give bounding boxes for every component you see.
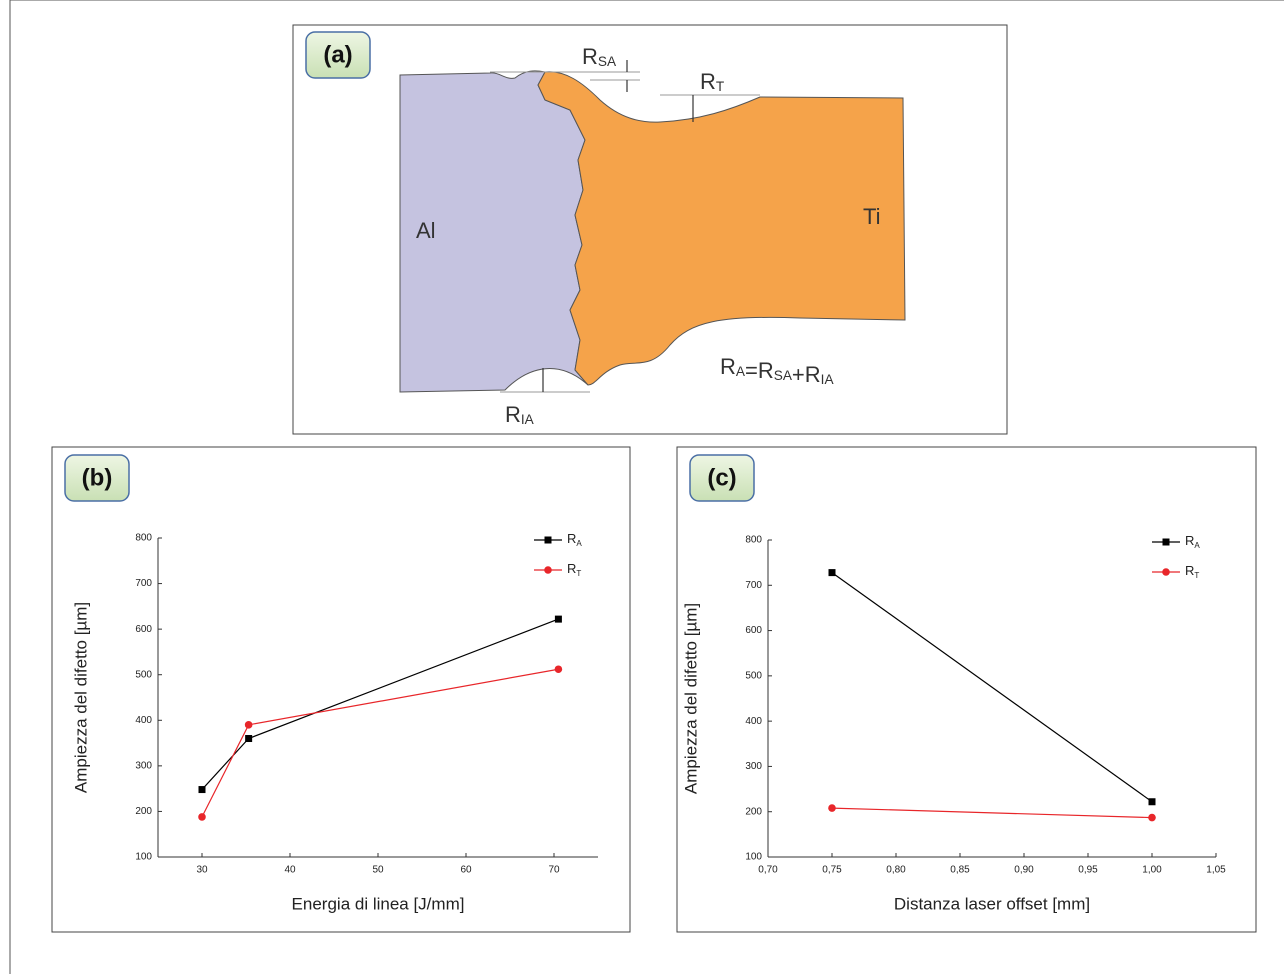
y-tick-label: 200	[135, 806, 152, 817]
rsa-label: RSA	[582, 44, 617, 69]
y-tick-label: 700	[745, 580, 762, 591]
ti-region	[537, 71, 906, 386]
legend-label: RT	[1185, 563, 1199, 580]
y-tick-label: 400	[135, 715, 152, 726]
data-point	[1148, 813, 1156, 822]
y-tick-label: 500	[135, 669, 152, 680]
rt-label: RT	[700, 69, 725, 94]
y-axis-title: Ampiezza del difetto [µm]	[681, 603, 700, 794]
y-tick-label: 300	[745, 761, 762, 772]
y-tick-label: 600	[745, 625, 762, 636]
ria-label: RIA	[505, 402, 535, 427]
series-line	[831, 572, 1153, 803]
y-tick-label: 100	[745, 852, 762, 863]
x-axis-title: Distanza laser offset [mm]	[894, 894, 1090, 913]
panel-label: (c)	[707, 464, 736, 491]
panel-box	[51, 446, 631, 933]
y-tick-label: 600	[135, 624, 152, 635]
dimension-arrows	[542, 60, 694, 392]
x-tick-label: 0,75	[822, 865, 842, 876]
x-tick-label: 0,95	[1078, 865, 1098, 876]
y-tick-label: 100	[135, 852, 152, 863]
x-tick-label: 1,00	[1142, 865, 1162, 876]
x-tick-label: 70	[548, 865, 560, 876]
panel-badge	[64, 454, 130, 502]
legend-label: RA	[1185, 533, 1200, 550]
x-tick-label: 0,90	[1014, 865, 1034, 876]
series-line	[831, 807, 1153, 819]
frame	[9, 0, 1284, 974]
ti-label: Ti	[863, 204, 881, 229]
data-point	[828, 804, 836, 812]
legend-label: RA	[567, 531, 582, 548]
data-point	[198, 813, 206, 821]
x-tick-label: 1,05	[1206, 865, 1226, 876]
x-tick-label: 30	[196, 865, 208, 876]
data-point	[554, 665, 563, 674]
al-label: Al	[416, 218, 436, 243]
y-tick-label: 400	[745, 716, 762, 727]
x-tick-label: 0,70	[758, 865, 778, 876]
legend-label: RT	[567, 561, 581, 578]
data-point	[244, 721, 253, 729]
dimension-lines	[490, 71, 760, 393]
y-axis-title: Ampiezza del difetto [µm]	[71, 602, 90, 793]
panel-label: (a)	[323, 41, 352, 68]
legend-marker	[1162, 538, 1170, 546]
x-tick-label: 40	[284, 865, 296, 876]
panel-badge	[689, 454, 755, 502]
y-tick-label: 200	[745, 806, 762, 817]
panel-label: (b)	[82, 464, 113, 491]
legend-marker	[1162, 568, 1170, 576]
y-tick-label: 700	[135, 578, 152, 589]
data-point	[1148, 798, 1156, 806]
legend-marker	[544, 536, 552, 544]
y-tick-label: 800	[745, 535, 762, 546]
x-tick-label: 0,80	[886, 865, 906, 876]
y-tick-label: 800	[135, 533, 152, 544]
legend-marker	[544, 566, 552, 574]
x-tick-label: 60	[460, 865, 472, 876]
y-tick-label: 300	[135, 760, 152, 771]
data-point	[245, 735, 253, 743]
x-tick-label: 50	[372, 865, 384, 876]
x-axis-title: Energia di linea [J/mm]	[292, 894, 465, 913]
y-tick-label: 500	[745, 670, 762, 681]
data-point	[828, 569, 836, 577]
panel-badge	[305, 31, 371, 79]
data-point	[554, 615, 562, 623]
data-point	[198, 786, 206, 794]
equation: RA=RSA+RIA	[720, 354, 834, 387]
x-tick-label: 0,85	[950, 865, 970, 876]
panel-box	[676, 446, 1257, 933]
